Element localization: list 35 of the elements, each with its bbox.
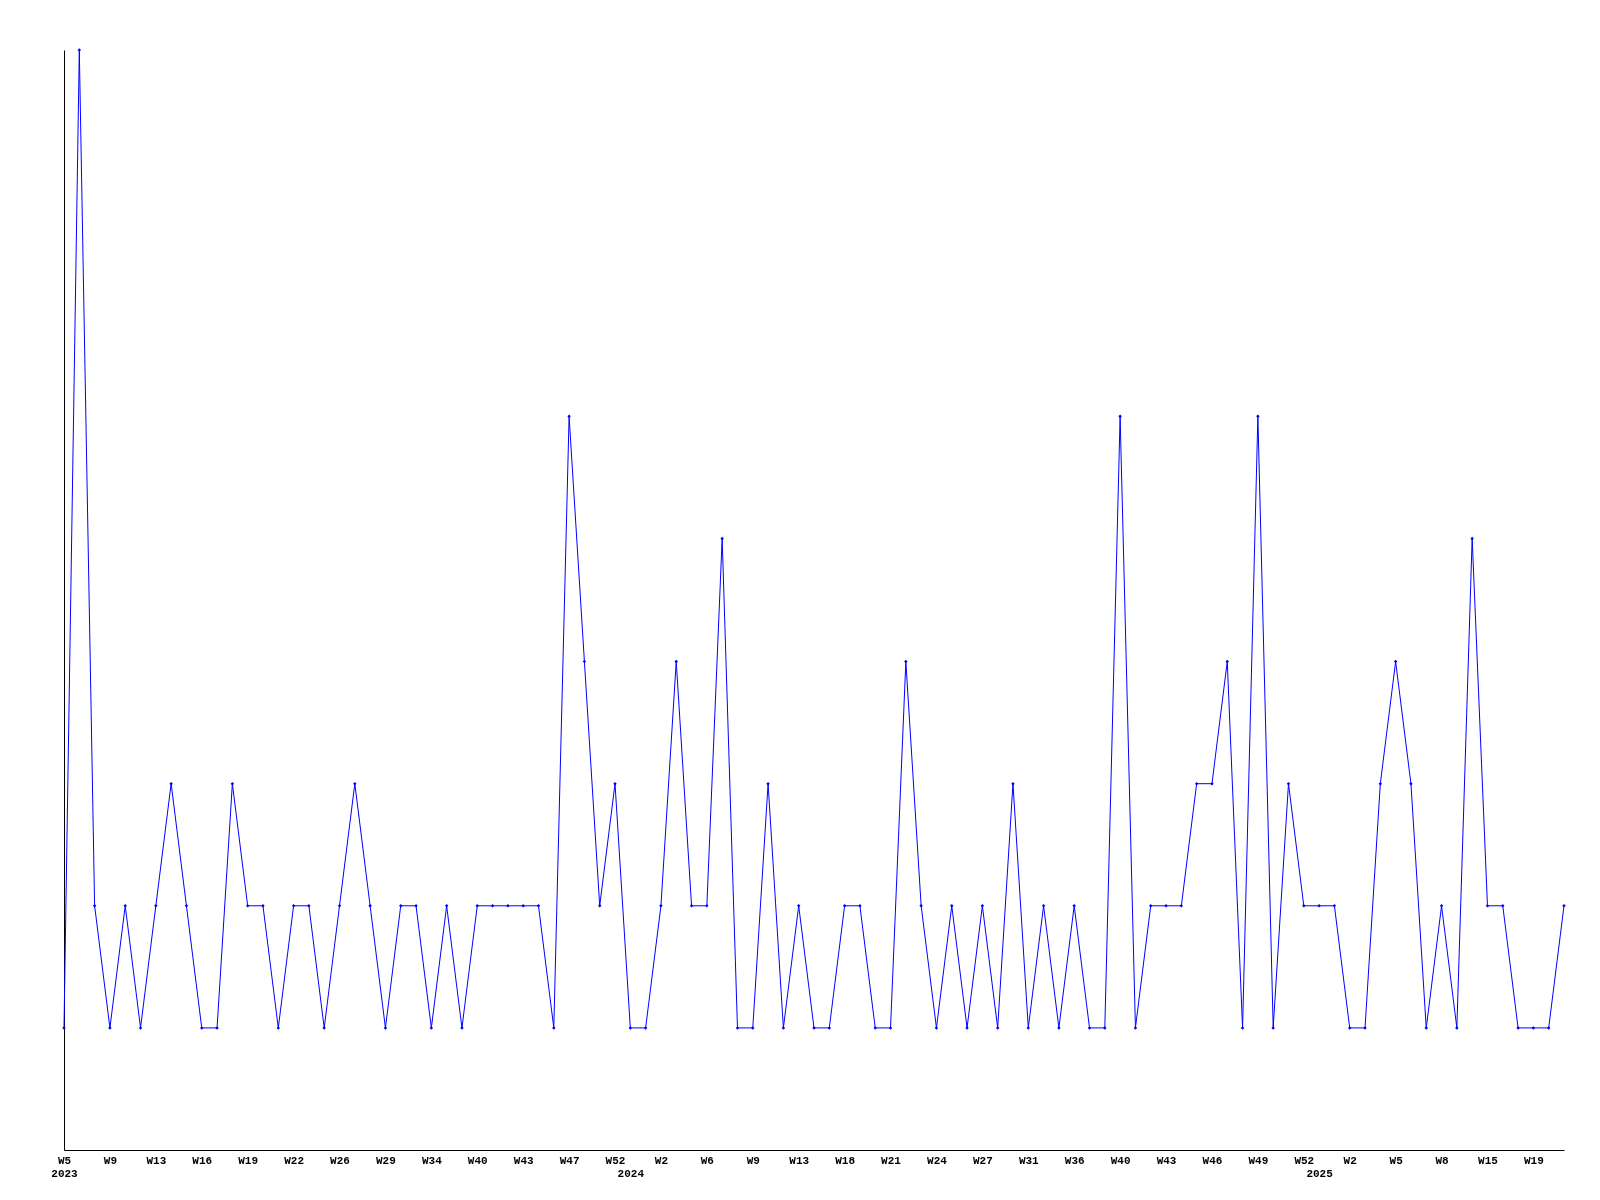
x-tick-label: W2	[654, 1154, 669, 1167]
x-tick-label: W43	[513, 1154, 534, 1167]
x-tick-label: W8	[1435, 1154, 1450, 1167]
x-tick-label: W22	[284, 1154, 304, 1167]
x-tick-label: W31	[1018, 1154, 1040, 1167]
x-tick-label: W21	[881, 1154, 902, 1167]
x-tick-label: W15	[1478, 1154, 1499, 1167]
x-tick-label: W5 2023	[51, 1154, 79, 1180]
x-tick-label: W43	[1156, 1154, 1177, 1167]
x-tick-label: W36	[1064, 1154, 1085, 1167]
x-tick-label: W13	[146, 1154, 167, 1167]
x-tick-label: W24	[927, 1154, 948, 1167]
x-tick-label: W5	[1389, 1154, 1404, 1167]
x-tick-label: W34	[421, 1154, 443, 1167]
x-tick-label: W6	[700, 1154, 714, 1167]
x-tick-label: W52	[1294, 1154, 1315, 1167]
x-tick-label: W40	[1110, 1154, 1131, 1167]
x-tick-label: W9	[746, 1154, 760, 1167]
x-tick-label: 2024	[617, 1167, 645, 1180]
x-tick-label: W52	[605, 1154, 626, 1167]
x-tick-label: W47	[559, 1154, 580, 1167]
x-tick-label: W16	[192, 1154, 213, 1167]
x-tick-label: W27	[972, 1154, 993, 1167]
x-tick-label: W46	[1202, 1154, 1223, 1167]
x-tick-label: 2025	[1306, 1167, 1334, 1180]
x-tick-label: W19	[1523, 1154, 1544, 1167]
x-tick-label: W29	[376, 1154, 396, 1167]
x-tick-label: W13	[789, 1154, 810, 1167]
x-tick-label: W26	[330, 1154, 350, 1167]
x-tick-label: W40	[467, 1154, 488, 1167]
x-tick-label: W2	[1343, 1154, 1357, 1167]
x-tick-label: W9	[103, 1154, 118, 1167]
x-tick-label: W49	[1248, 1154, 1269, 1167]
x-tick-label: W18	[835, 1154, 856, 1167]
x-tick-label: W19	[238, 1154, 259, 1167]
